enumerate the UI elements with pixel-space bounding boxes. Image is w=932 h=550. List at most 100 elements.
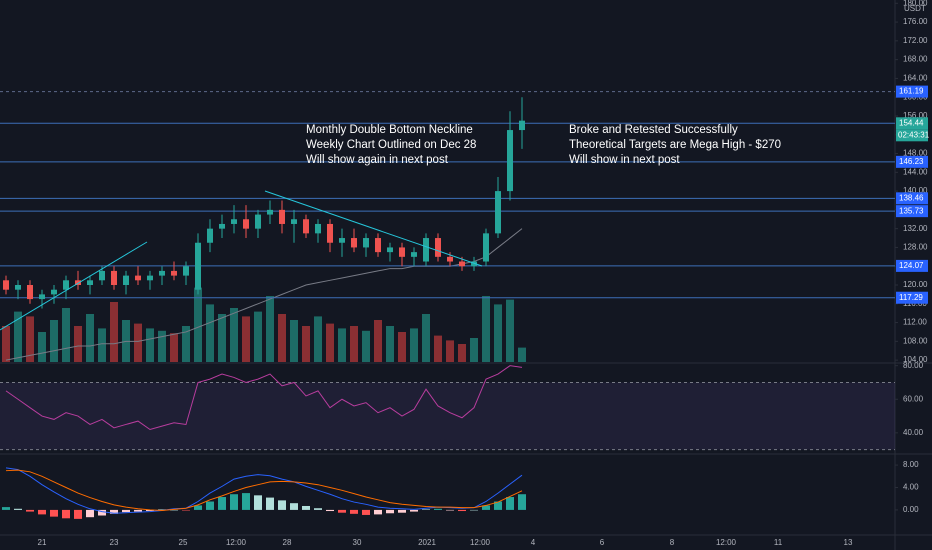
macd-histogram — [458, 509, 466, 512]
candle-body — [87, 280, 93, 285]
candle-body — [39, 294, 45, 300]
macd-tick-label: 0.00 — [903, 505, 919, 514]
annotation: Weekly Chart Outlined on Dec 28 — [306, 139, 476, 151]
volume-bar — [254, 311, 262, 362]
macd-histogram — [470, 509, 478, 511]
price-box — [896, 205, 928, 218]
macd-histogram — [206, 501, 214, 510]
volume-bar — [278, 314, 286, 362]
macd-histogram — [158, 509, 166, 510]
rsi-tick-label: 60.00 — [903, 394, 924, 403]
price-box-label: 117.29 — [899, 293, 923, 302]
candle-body — [231, 219, 237, 224]
macd-histogram — [290, 503, 298, 510]
candle-body — [255, 214, 261, 229]
macd-histogram — [134, 509, 142, 512]
macd-histogram — [50, 509, 58, 517]
candle-body — [483, 233, 489, 262]
candle-body — [243, 219, 249, 229]
macd-histogram — [98, 509, 106, 516]
macd-histogram — [386, 509, 394, 514]
annotation: Broke and Retested Successfully — [569, 124, 738, 136]
price-box — [896, 291, 928, 304]
candle-body — [63, 280, 69, 290]
macd-histogram — [86, 509, 94, 518]
macd-histogram — [518, 494, 526, 510]
volume-bar — [2, 326, 10, 362]
volume-bar — [86, 314, 94, 362]
candle-body — [423, 238, 429, 262]
y-tick-label: 132.00 — [903, 224, 928, 233]
candle-body — [327, 223, 333, 243]
macd-histogram — [146, 509, 154, 512]
currency: USDT — [904, 4, 926, 13]
candle-body — [351, 238, 357, 248]
y-tick-label: 164.00 — [903, 74, 928, 83]
x-tick-label: 12:00 — [716, 538, 737, 547]
candle-body — [291, 219, 297, 224]
x-tick-label: 13 — [844, 538, 853, 547]
macd-histogram — [362, 509, 370, 515]
candle-body — [399, 247, 405, 257]
candle-body — [495, 191, 501, 234]
candle-body — [375, 238, 381, 253]
rsi-band — [0, 382, 895, 450]
x-tick-label: 2021 — [418, 538, 436, 547]
candle-body — [207, 228, 213, 243]
volume-bar — [458, 344, 466, 362]
candle-body — [315, 223, 321, 234]
candle-body — [279, 209, 285, 224]
volume-bar — [506, 299, 514, 362]
y-tick-label: 180.00 — [903, 0, 928, 7]
volume-bar — [446, 340, 454, 362]
volume-bar — [110, 302, 118, 362]
macd-histogram — [194, 505, 202, 510]
y-tick-label: 140.00 — [903, 186, 928, 195]
volume-bar — [398, 332, 406, 362]
volume-bar — [314, 316, 322, 362]
macd-histogram — [182, 509, 190, 511]
y-tick-label: 120.00 — [903, 280, 928, 289]
macd-histogram — [2, 507, 10, 510]
volume-bar — [134, 323, 142, 362]
macd-histogram — [314, 508, 322, 510]
volume-bar — [98, 328, 106, 362]
volume-bar — [194, 287, 202, 362]
candle-body — [447, 256, 453, 262]
candle-body — [147, 275, 153, 281]
price-box-label: 154.44 — [899, 118, 924, 127]
macd-histogram — [110, 509, 118, 514]
price-box — [896, 117, 928, 130]
candle-body — [435, 238, 441, 257]
macd-histogram — [230, 494, 238, 510]
macd-histogram — [482, 505, 490, 510]
y-tick-label: 144.00 — [903, 167, 928, 176]
volume-bar — [62, 308, 70, 362]
macd-histogram — [62, 509, 70, 519]
candle-body — [303, 219, 309, 234]
candle-body — [387, 247, 393, 253]
volume-bar — [50, 320, 58, 362]
candle-body — [3, 280, 9, 290]
candle-body — [75, 280, 81, 285]
macd-histogram — [494, 501, 502, 510]
candle-body — [99, 270, 105, 281]
volume-bar — [74, 326, 82, 362]
y-tick-label: 156.00 — [903, 111, 928, 120]
trend-line — [0, 241, 148, 331]
x-tick-label: 11 — [774, 538, 783, 547]
candle-body — [111, 270, 117, 285]
volume-bar — [410, 328, 418, 362]
volume-bar — [350, 326, 358, 362]
x-tick-label: 12:00 — [470, 538, 491, 547]
x-tick-label: 25 — [179, 538, 188, 547]
volume-bar — [422, 314, 430, 362]
macd-histogram — [338, 509, 346, 513]
volume-bar — [266, 296, 274, 362]
macd-histogram — [422, 509, 430, 510]
volume-bar — [38, 332, 46, 362]
price-box — [896, 259, 928, 272]
volume-bar — [518, 347, 526, 362]
